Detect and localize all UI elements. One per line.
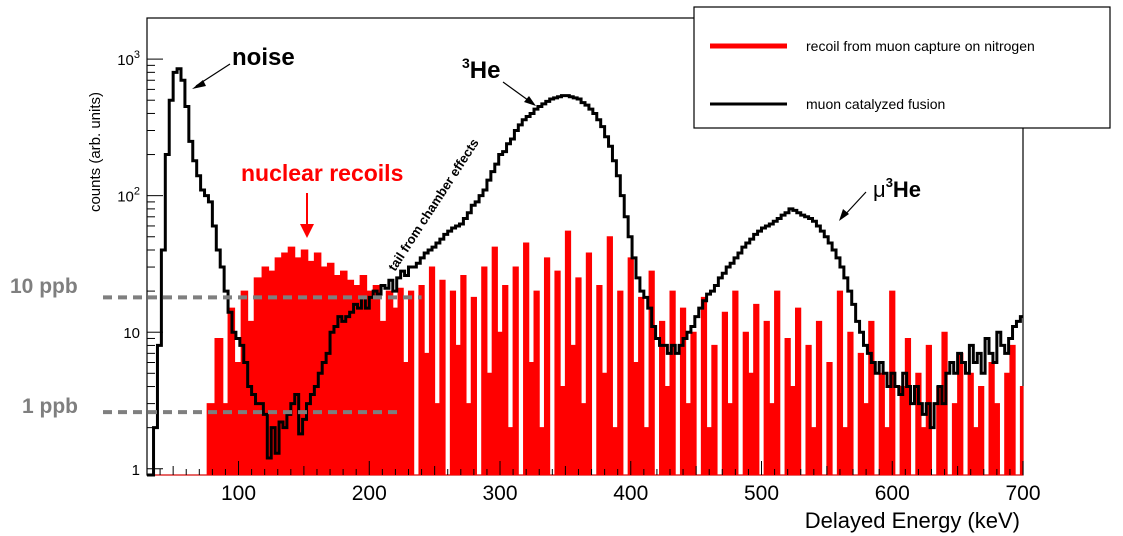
x-tick-label: 400 [613, 482, 648, 505]
x-tick-label: 700 [1005, 482, 1040, 505]
annotation-1ppb: 1 ppb [22, 395, 78, 418]
he3-arrow-head [524, 96, 536, 106]
series-muon-catalyzed-fusion [147, 67, 1023, 477]
noise-arrow-head [192, 80, 206, 89]
legend-label-red: recoil from muon capture on nitrogen [806, 38, 1035, 54]
annotation-10ppb: 10 ppb [10, 275, 78, 298]
mu-he3-arrow-head [839, 209, 849, 221]
legend-label-black: muon catalyzed fusion [806, 96, 945, 112]
y-tick-label: 102 [117, 186, 140, 206]
x-axis-ticks: 100 200 300 400 500 600 700 [159, 461, 1041, 505]
annotation-nuclear-recoils: nuclear recoils [241, 160, 403, 186]
annotation-noise: noise [232, 44, 295, 71]
x-tick-label: 200 [352, 482, 387, 505]
y-axis-ticks: 1 10 102 103 [117, 17, 163, 479]
y-tick-label: 1 [132, 462, 140, 479]
x-tick-label: 500 [744, 482, 779, 505]
x-axis-title: Delayed Energy (keV) [805, 508, 1020, 533]
y-axis-title: counts (arb. units) [87, 92, 104, 212]
annotation-mu-he3: μ3He [873, 175, 921, 202]
y-tick-label: 103 [117, 49, 140, 69]
annotation-he3: 3He [462, 55, 500, 84]
x-tick-label: 100 [221, 482, 256, 505]
histogram-muon-catalyzed-fusion [147, 67, 1023, 477]
y-tick-label: 10 [123, 325, 140, 342]
legend: recoil from muon capture on nitrogen muo… [693, 6, 1111, 129]
legend-box [693, 6, 1111, 129]
x-tick-label: 600 [875, 482, 910, 505]
x-tick-label: 300 [482, 482, 517, 505]
annotation-tail: tail from chamber effects [385, 136, 482, 274]
threshold-lines [103, 295, 422, 415]
nuclear-recoils-arrow-head [300, 224, 314, 238]
